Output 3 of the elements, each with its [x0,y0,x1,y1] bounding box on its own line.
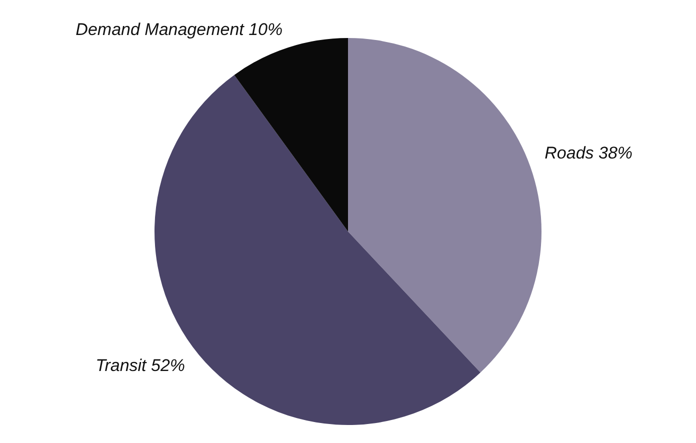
slice-label: Roads 38% [544,143,633,162]
slice-label: Demand Management 10% [76,20,283,40]
slice-label: Transit 52% [96,356,186,376]
